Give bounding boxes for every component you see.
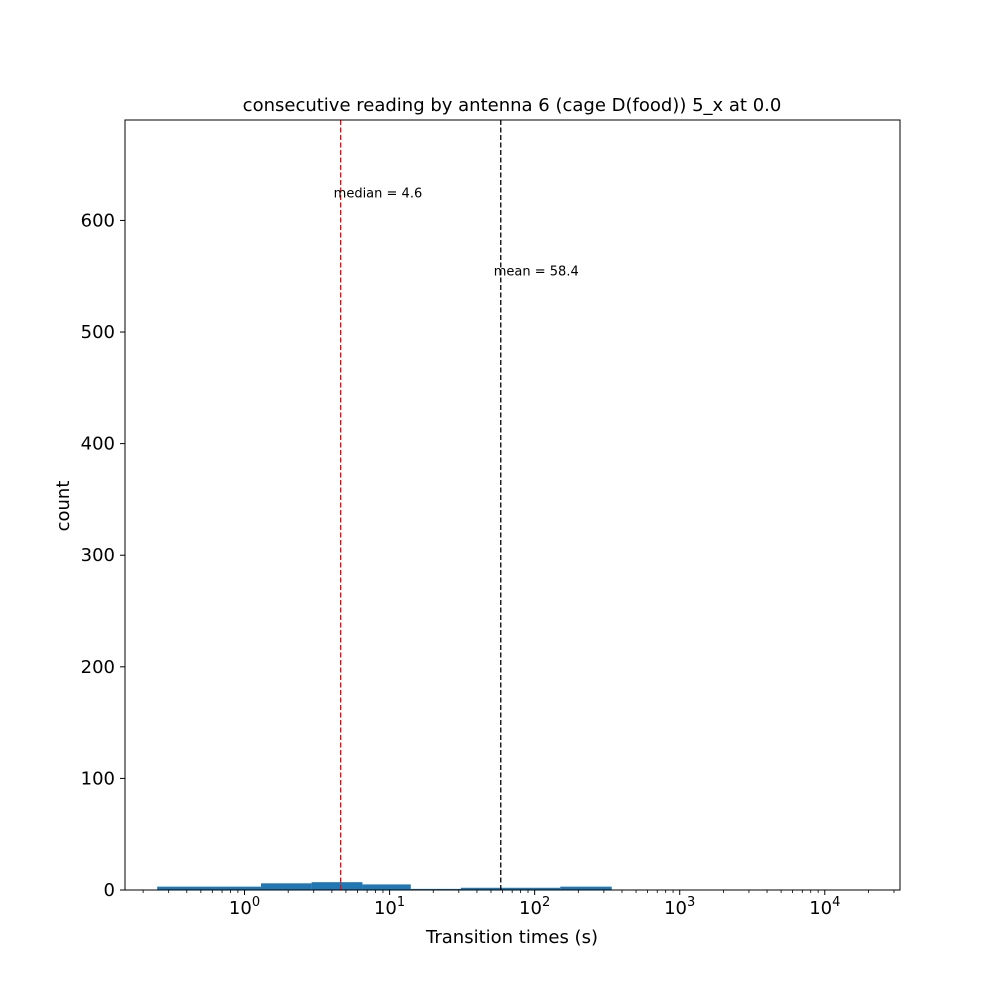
x-axis-label: Transition times (s) xyxy=(425,927,598,948)
histogram-bars xyxy=(157,882,612,890)
x-tick-label-1: 100 xyxy=(229,895,260,919)
histogram-bar-2 xyxy=(311,882,363,890)
y-axis: 0 100 200 300 400 500 600 xyxy=(81,210,125,901)
histogram-bar-0 xyxy=(157,886,262,890)
y-tick-label-300: 300 xyxy=(81,545,115,566)
y-tick-label-100: 100 xyxy=(81,768,115,789)
chart-title: consecutive reading by antenna 6 (cage D… xyxy=(243,95,782,116)
x-axis: 100 101 102 103 104 xyxy=(142,890,895,919)
y-tick-label-200: 200 xyxy=(81,657,115,678)
histogram-bar-3 xyxy=(362,884,411,890)
plot-frame xyxy=(124,119,901,891)
x-tick-label-100: 102 xyxy=(519,895,550,919)
x-tick-label-1000: 103 xyxy=(664,895,695,919)
histogram-bar-4 xyxy=(410,888,461,890)
y-tick-label-0: 0 xyxy=(104,880,115,901)
y-tick-label-500: 500 xyxy=(81,322,115,343)
y-tick-label-400: 400 xyxy=(81,434,115,455)
y-axis-label: count xyxy=(53,481,74,532)
mean-annotation: mean = 58.4 xyxy=(494,265,579,280)
histogram-bar-5 xyxy=(460,887,561,890)
x-tick-label-10000: 104 xyxy=(809,895,840,919)
median-annotation: median = 4.6 xyxy=(334,187,423,202)
x-tick-label-10: 101 xyxy=(374,895,405,919)
histogram-bar-1 xyxy=(261,883,312,890)
reference-lines: median = 4.6 mean = 58.4 xyxy=(334,120,579,890)
y-tick-label-600: 600 xyxy=(81,210,115,231)
histogram-bar-6 xyxy=(560,886,612,890)
